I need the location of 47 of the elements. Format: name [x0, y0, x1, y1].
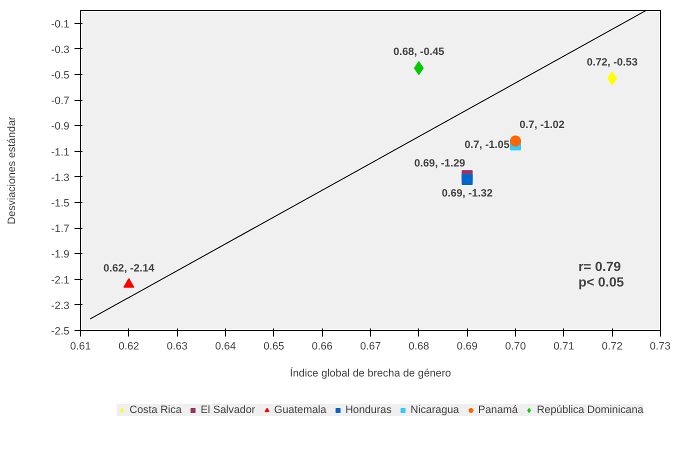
y-tick-label: -1.7 — [51, 223, 70, 236]
legend-label: El Salvador — [200, 404, 256, 416]
y-tick-label: -0.9 — [51, 120, 70, 133]
data-label: 0.7, -1.05 — [464, 138, 510, 151]
y-tick-label: -0.1 — [51, 18, 70, 30]
x-tick-label: 0.66 — [312, 340, 333, 352]
legend-label: Costa Rica — [130, 404, 182, 416]
point — [462, 174, 473, 185]
data-label: 0.72, -0.53 — [586, 56, 638, 68]
data-label: 0.62, -2.14 — [103, 262, 154, 274]
y-tick-label: -0.7 — [51, 95, 70, 108]
legend-label: Guatemala — [274, 404, 326, 416]
legend-label: Panamá — [478, 404, 518, 416]
point — [510, 136, 521, 147]
x-tick-label: 0.65 — [263, 340, 284, 352]
legend-label: Nicaragua — [410, 404, 460, 416]
x-tick-label: 0.72 — [602, 340, 623, 352]
y-tick-label: -1.5 — [51, 198, 70, 210]
x-tick-label: 0.61 — [70, 340, 91, 352]
legend-label: República Dominicana — [536, 404, 644, 416]
data-label: 0.68, -0.45 — [393, 46, 444, 58]
x-tick-label: 0.71 — [553, 340, 574, 352]
y-tick-label: -0.5 — [51, 70, 70, 82]
x-tick-label: 0.62 — [118, 340, 140, 352]
y-tick-label: -1.1 — [51, 146, 70, 158]
y-tick-label: -1.9 — [51, 248, 70, 261]
x-tick-label: 0.63 — [166, 340, 188, 352]
x-tick-label: 0.67 — [360, 340, 381, 352]
legend-label: Honduras — [345, 404, 392, 416]
y-tick-label: -2.5 — [51, 326, 70, 338]
annotation: r= 0.79 — [578, 259, 621, 274]
y-tick-label: -2.1 — [51, 274, 70, 286]
data-label: 0.69, -1.32 — [442, 187, 493, 200]
x-tick-label: 0.64 — [215, 340, 236, 352]
data-label: 0.7, -1.02 — [520, 119, 565, 132]
y-tick-label: -0.3 — [51, 44, 70, 56]
x-tick-label: 0.70 — [505, 340, 526, 352]
point — [123, 278, 134, 288]
y-tick-label: -2.3 — [51, 300, 70, 312]
data-label: 0.69, -1.29 — [414, 158, 466, 170]
x-axis-title: Índice global de brecha de género — [290, 366, 452, 380]
y-tick-label: -1.3 — [51, 172, 70, 184]
x-tick-label: 0.68 — [408, 340, 430, 352]
annotation: p< 0.05 — [578, 274, 624, 290]
y-axis-title: Desviaciones estándar — [6, 116, 18, 224]
x-tick-label: 0.69 — [456, 340, 478, 352]
x-tick-label: 0.73 — [650, 340, 671, 352]
